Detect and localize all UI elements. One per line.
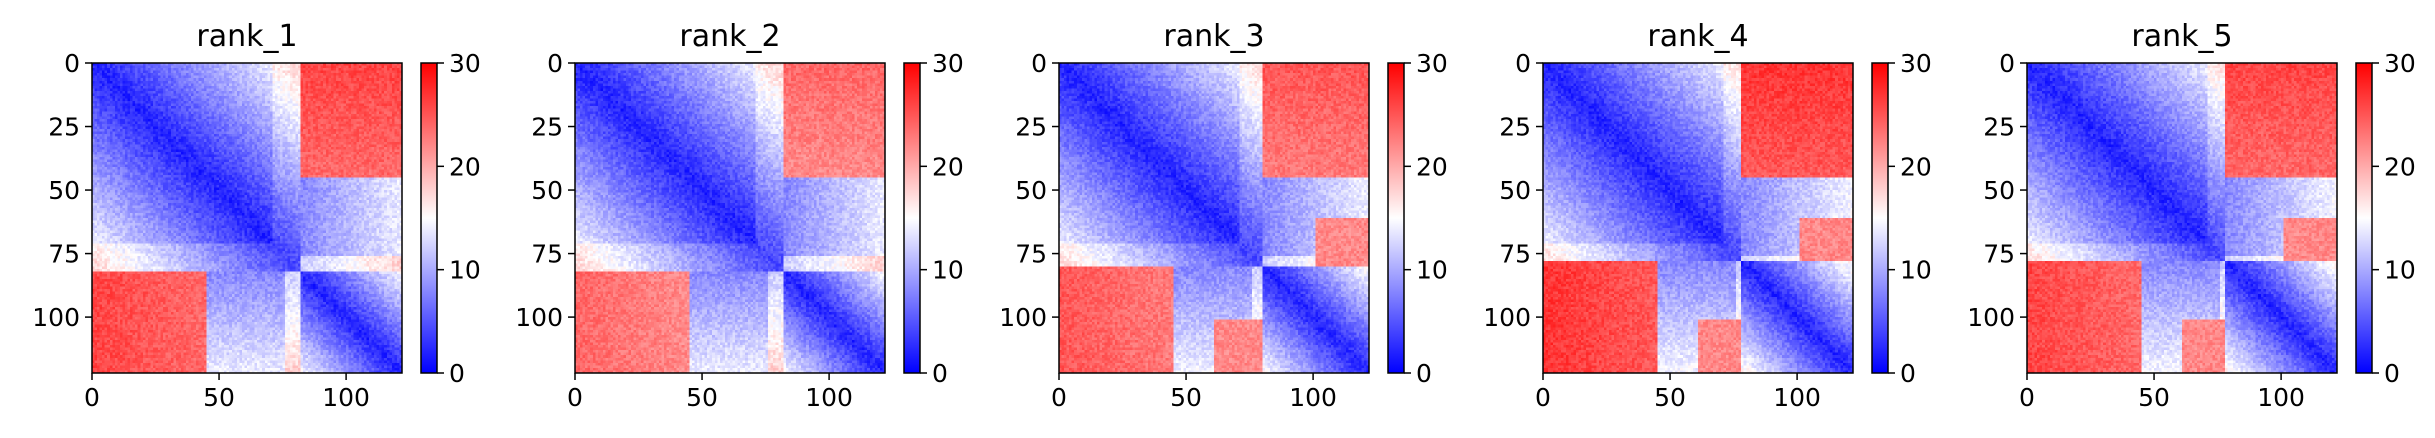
colorbar-tick-label: 20 bbox=[1900, 152, 1932, 181]
colorbar-frame bbox=[2355, 62, 2373, 374]
y-tick-label: 100 bbox=[1483, 303, 1531, 332]
y-tick-label: 100 bbox=[32, 303, 80, 332]
y-tick-label: 50 bbox=[48, 176, 80, 205]
colorbar-frame bbox=[1387, 62, 1405, 374]
colorbar-tick-label: 20 bbox=[449, 152, 481, 181]
colorbar-tick-label: 20 bbox=[1416, 152, 1448, 181]
heatmap-image bbox=[575, 63, 885, 373]
heatmap-image bbox=[2027, 63, 2337, 373]
colorbar-tick-label: 0 bbox=[2384, 359, 2400, 388]
plot-frame bbox=[1058, 62, 1370, 374]
heatmap-panel-4: rank_4 0 50 100 0 25 50 75 100 0 10 20 30 bbox=[1483, 19, 1932, 412]
colorbar-tick-label: 30 bbox=[1900, 49, 1932, 78]
y-tick-label: 50 bbox=[1015, 176, 1047, 205]
panel-title: rank_1 bbox=[196, 19, 297, 54]
y-tick-label: 100 bbox=[1967, 303, 2015, 332]
y-tick-label: 75 bbox=[531, 240, 563, 269]
colorbar-tick-label: 30 bbox=[1416, 49, 1448, 78]
y-tick-label: 75 bbox=[1015, 240, 1047, 269]
x-tick-label: 0 bbox=[84, 383, 100, 412]
plot-frame bbox=[91, 62, 403, 374]
colorbar bbox=[1872, 63, 1888, 373]
x-tick-label: 50 bbox=[203, 383, 235, 412]
y-tick-label: 25 bbox=[1499, 113, 1531, 142]
colorbar bbox=[904, 63, 920, 373]
heatmap-panel-1: rank_1 0 50 100 0 25 50 75 100 0 10 20 30 bbox=[32, 19, 481, 412]
y-tick-label: 75 bbox=[48, 240, 80, 269]
colorbar bbox=[1388, 63, 1404, 373]
colorbar bbox=[421, 63, 437, 373]
y-tick-label: 75 bbox=[1499, 240, 1531, 269]
colorbar-tick-label: 20 bbox=[932, 152, 964, 181]
colorbar bbox=[2356, 63, 2372, 373]
x-tick-label: 50 bbox=[2138, 383, 2170, 412]
y-tick-label: 50 bbox=[1983, 176, 2015, 205]
colorbar-frame bbox=[420, 62, 438, 374]
colorbar-tick-label: 10 bbox=[932, 256, 964, 285]
y-tick-label: 25 bbox=[531, 113, 563, 142]
heatmap-image bbox=[1059, 63, 1369, 373]
heatmap-panel-3: rank_3 0 50 100 0 25 50 75 100 0 10 20 30 bbox=[999, 19, 1448, 412]
y-tick-label: 25 bbox=[1015, 113, 1047, 142]
plot-frame bbox=[2026, 62, 2338, 374]
x-tick-label: 0 bbox=[1535, 383, 1551, 412]
y-tick-label: 75 bbox=[1983, 240, 2015, 269]
x-tick-label: 0 bbox=[1051, 383, 1067, 412]
colorbar-tick-label: 0 bbox=[449, 359, 465, 388]
y-tick-label: 0 bbox=[64, 49, 80, 78]
colorbar-tick-label: 10 bbox=[1416, 256, 1448, 285]
y-tick-label: 0 bbox=[547, 49, 563, 78]
plot-frame bbox=[1542, 62, 1854, 374]
x-tick-label: 100 bbox=[1289, 383, 1337, 412]
colorbar-tick-label: 30 bbox=[2384, 49, 2416, 78]
x-tick-label: 50 bbox=[1170, 383, 1202, 412]
heatmap-panel-2: rank_2 0 50 100 0 25 50 75 100 0 10 20 30 bbox=[515, 19, 964, 412]
x-tick-label: 0 bbox=[567, 383, 583, 412]
y-tick-label: 0 bbox=[1031, 49, 1047, 78]
colorbar-frame bbox=[903, 62, 921, 374]
heatmap-image bbox=[92, 63, 402, 373]
colorbar-tick-label: 30 bbox=[932, 49, 964, 78]
x-tick-label: 50 bbox=[1654, 383, 1686, 412]
x-tick-label: 100 bbox=[322, 383, 370, 412]
x-tick-label: 100 bbox=[2257, 383, 2305, 412]
y-tick-label: 50 bbox=[1499, 176, 1531, 205]
y-tick-label: 100 bbox=[999, 303, 1047, 332]
plot-frame bbox=[574, 62, 886, 374]
colorbar-tick-label: 30 bbox=[449, 49, 481, 78]
panel-title: rank_4 bbox=[1647, 19, 1748, 54]
y-tick-label: 0 bbox=[1999, 49, 2015, 78]
panel-title: rank_5 bbox=[2131, 19, 2232, 54]
y-tick-label: 100 bbox=[515, 303, 563, 332]
y-tick-label: 25 bbox=[1983, 113, 2015, 142]
x-tick-label: 0 bbox=[2019, 383, 2035, 412]
colorbar-tick-label: 0 bbox=[932, 359, 948, 388]
colorbar-tick-label: 10 bbox=[449, 256, 481, 285]
colorbar-tick-label: 10 bbox=[1900, 256, 1932, 285]
y-tick-label: 25 bbox=[48, 113, 80, 142]
x-tick-label: 100 bbox=[1773, 383, 1821, 412]
panel-title: rank_2 bbox=[679, 19, 780, 54]
colorbar-tick-label: 20 bbox=[2384, 152, 2416, 181]
colorbar-tick-label: 10 bbox=[2384, 256, 2416, 285]
x-tick-label: 100 bbox=[805, 383, 853, 412]
colorbar-frame bbox=[1871, 62, 1889, 374]
colorbar-tick-label: 0 bbox=[1900, 359, 1916, 388]
colorbar-tick-label: 0 bbox=[1416, 359, 1432, 388]
y-tick-label: 0 bbox=[1515, 49, 1531, 78]
y-tick-label: 50 bbox=[531, 176, 563, 205]
heatmap-panel-5: rank_5 0 50 100 0 25 50 75 100 0 10 20 30 bbox=[1967, 19, 2416, 412]
heatmap-image bbox=[1543, 63, 1853, 373]
panel-title: rank_3 bbox=[1163, 19, 1264, 54]
x-tick-label: 50 bbox=[686, 383, 718, 412]
